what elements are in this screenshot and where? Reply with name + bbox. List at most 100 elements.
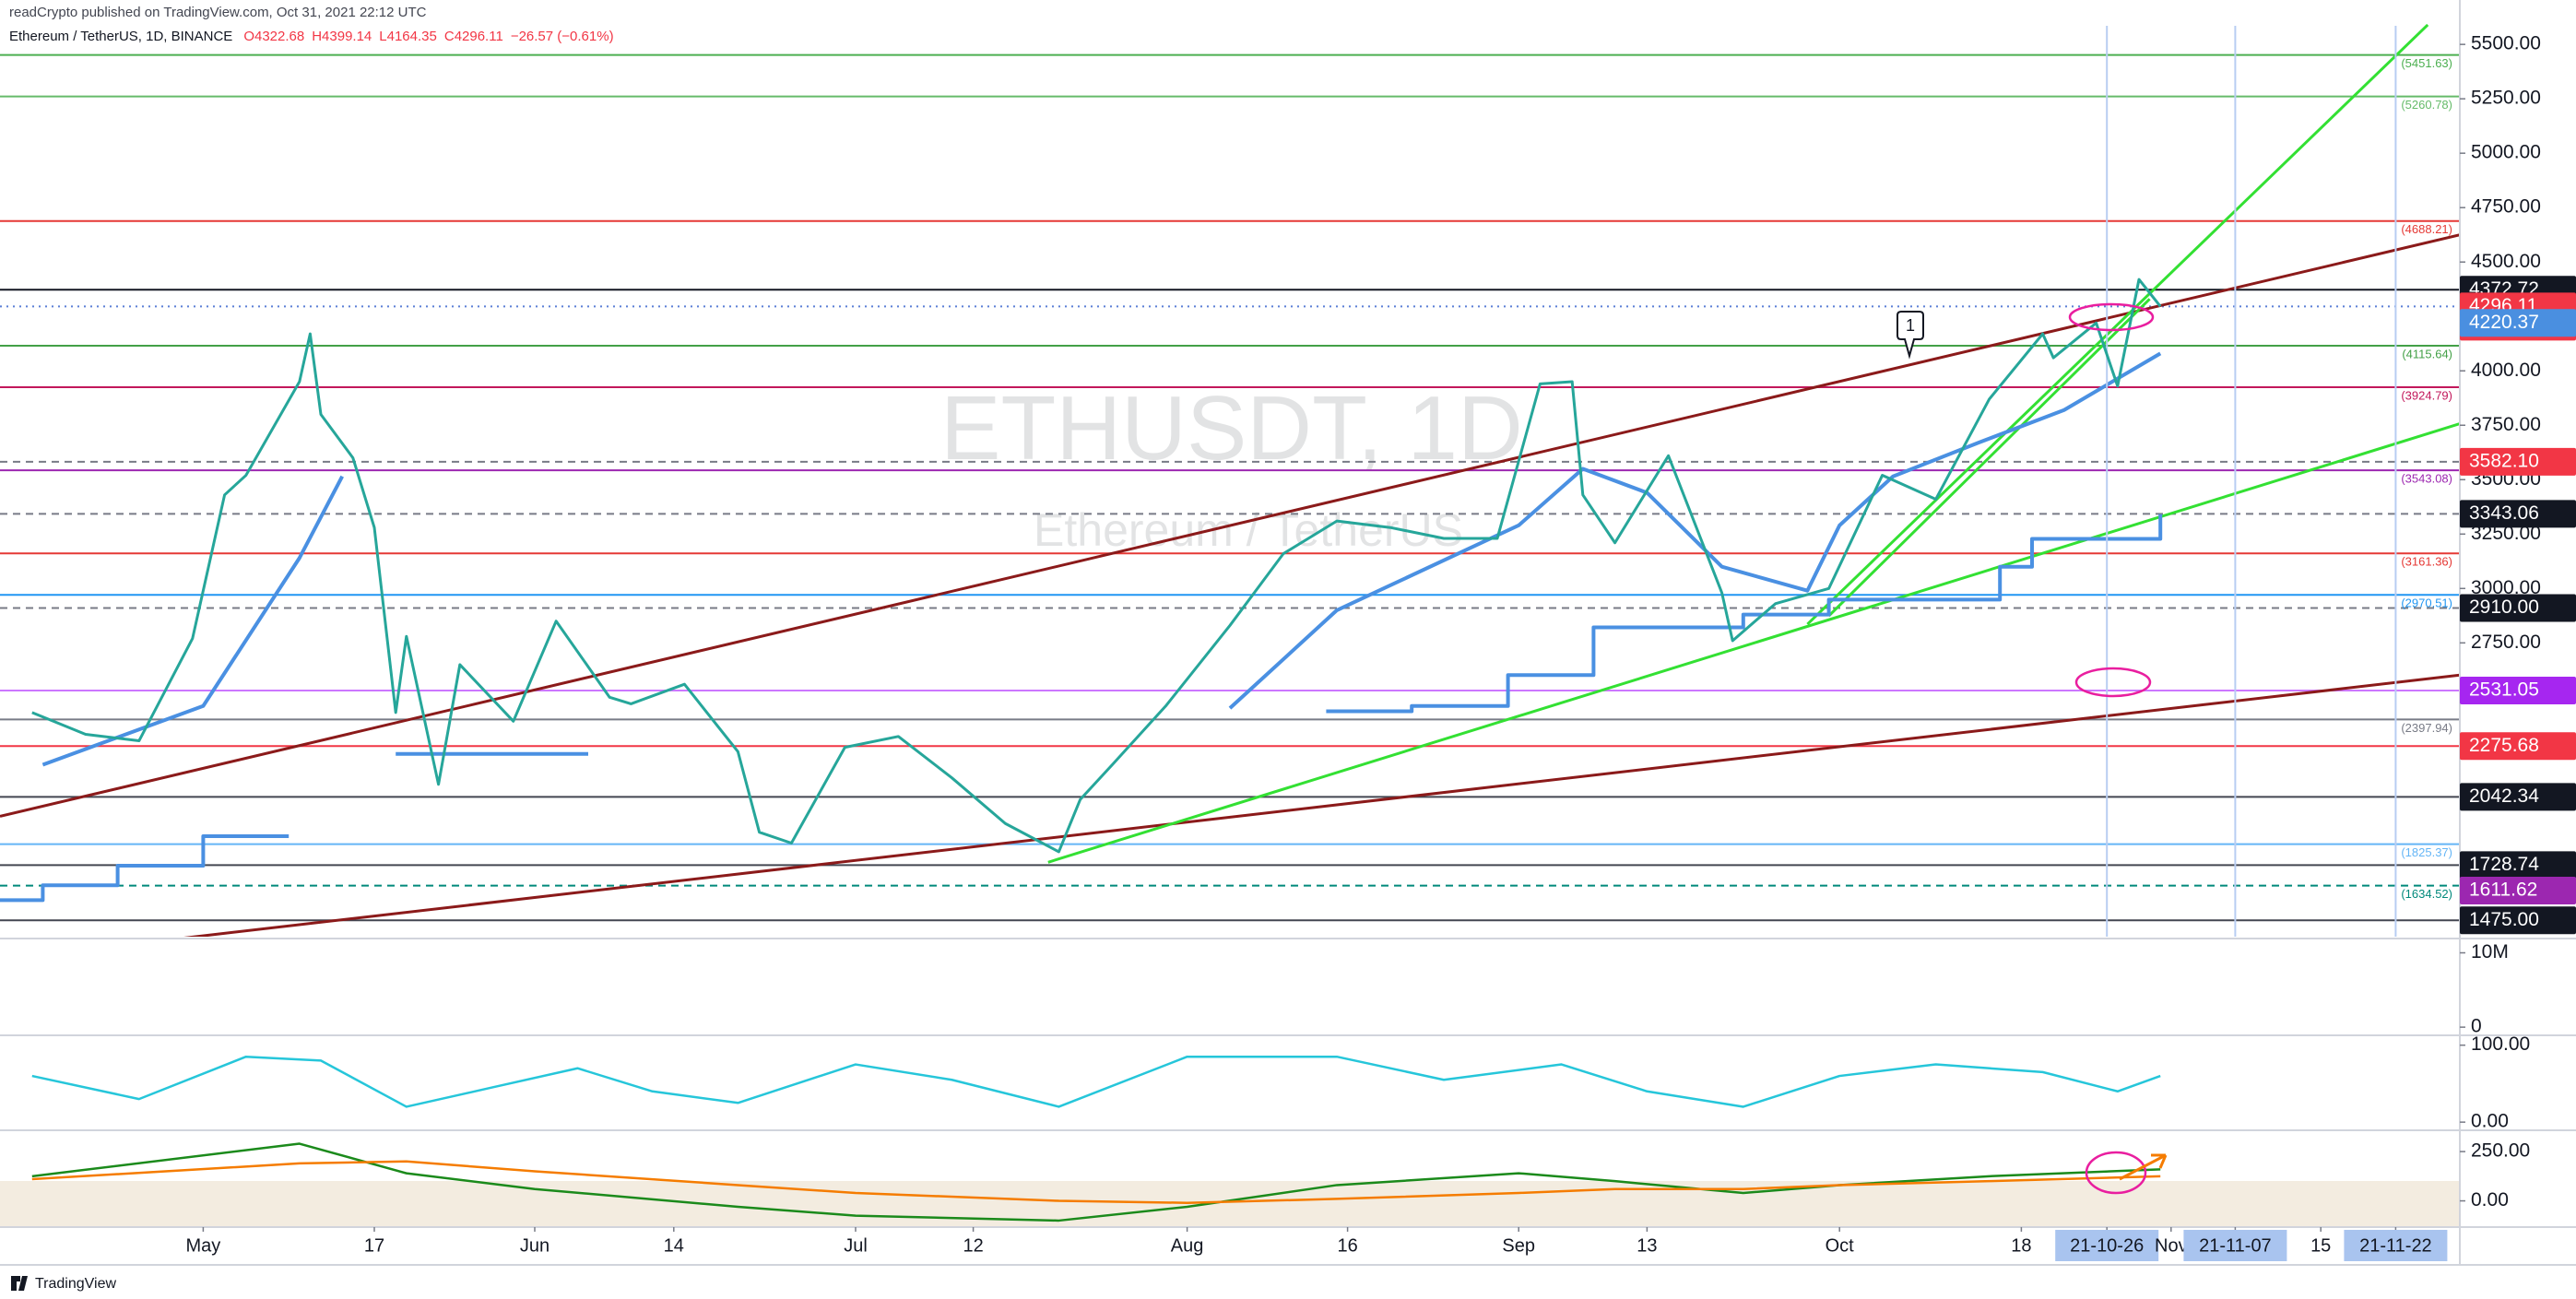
x-tick-label: May	[186, 1235, 221, 1256]
x-tick-label: 15	[2310, 1235, 2331, 1256]
step-line	[0, 514, 2163, 903]
indicator-line	[31, 1055, 2161, 1108]
y-tick-label: 5250.00	[2471, 88, 2541, 109]
price-label-box	[2460, 732, 2576, 761]
x-tick-label: Aug	[1171, 1235, 1204, 1256]
price-label-box	[2460, 309, 2576, 337]
level-label: (5451.63)	[2401, 56, 2452, 70]
price-label-box	[2460, 594, 2576, 622]
price-label: 1611.62	[2469, 880, 2537, 901]
price-label: 4220.37	[2469, 312, 2539, 333]
publisher: readCrypto published on TradingView.com,…	[9, 5, 427, 20]
sub-panes	[31, 1055, 2161, 1222]
y-tick-label: 0.00	[2471, 1189, 2509, 1210]
ohlc: H4399.14	[312, 29, 372, 44]
level-label: (2397.94)	[2401, 721, 2452, 735]
callout	[1897, 311, 1924, 360]
level-label: (3161.36)	[2401, 555, 2452, 569]
watermark: ETHUSDT, 1D	[940, 377, 1523, 478]
y-tick-label: 5000.00	[2471, 142, 2541, 163]
y-tick-label: 10M	[2471, 941, 2509, 962]
y-tick-label: 0	[2471, 1016, 2482, 1037]
indicator-line	[31, 1160, 2161, 1204]
y-tick-label: 2750.00	[2471, 632, 2541, 653]
level-label: (1634.52)	[2401, 887, 2452, 901]
price-label: 3343.06	[2469, 502, 2539, 524]
y-tick-label: 100.00	[2471, 1033, 2530, 1055]
x-tick-label: 17	[364, 1235, 384, 1256]
price-label-box	[2460, 500, 2576, 528]
price-label: 2910.00	[2469, 596, 2539, 618]
x-tick-label: 21-11-22	[2359, 1235, 2432, 1256]
trend-line	[183, 673, 2460, 937]
y-tick-label: 4500.00	[2471, 251, 2541, 272]
symbol: Ethereum / TetherUS, 1D, BINANCE	[9, 29, 232, 44]
indicator-line	[31, 1142, 2161, 1222]
level-label: (4115.64)	[2402, 347, 2452, 360]
ellipse	[2074, 667, 2152, 698]
y-tick-label: 3250.00	[2471, 523, 2541, 544]
brand-logo	[11, 1276, 28, 1291]
level-label: (3924.79)	[2401, 388, 2452, 402]
ohlc: −26.57 (−0.61%)	[511, 29, 614, 44]
price-label: 2042.34	[2469, 785, 2539, 807]
callout-label: 1	[1906, 316, 1915, 335]
price-label-box	[2460, 877, 2576, 905]
ellipse	[2068, 302, 2155, 332]
price-label-box	[2460, 851, 2576, 880]
y-tick-label: 3750.00	[2471, 414, 2541, 435]
ohlc: L4164.35	[379, 29, 437, 44]
y-tick-label: 4750.00	[2471, 196, 2541, 218]
ohlc: O4322.68	[243, 29, 304, 44]
x-tick-label: 21-10-26	[2070, 1235, 2144, 1256]
price-label: 1475.00	[2469, 909, 2539, 930]
date-highlight-box	[2055, 1230, 2159, 1261]
watermark-subtitle: Ethereum / TetherUS	[1034, 504, 1463, 556]
level-label: (1825.37)	[2401, 845, 2452, 859]
ohlc: C4296.11	[444, 29, 503, 44]
trend-line	[0, 233, 2460, 818]
y-tick-label: 4000.00	[2471, 360, 2541, 381]
level-label: (5260.78)	[2401, 98, 2452, 112]
trend-line	[1047, 422, 2460, 864]
oscillator-band	[0, 1181, 2460, 1227]
price-line	[31, 278, 2162, 854]
x-tick-label: Sep	[1502, 1235, 1535, 1256]
price-label-box	[2460, 677, 2576, 705]
level-label: (4688.21)	[2401, 222, 2452, 236]
x-tick-label: 16	[1337, 1235, 1357, 1256]
price-label: 2275.68	[2469, 735, 2539, 756]
x-tick-label: 18	[2011, 1235, 2031, 1256]
price-label-box	[2460, 906, 2576, 935]
date-highlight-box	[2183, 1230, 2287, 1261]
x-tick-label: Jun	[520, 1235, 549, 1256]
x-tick-label: 12	[963, 1235, 983, 1256]
price-label: 1728.74	[2469, 854, 2539, 875]
x-tick-label: Oct	[1826, 1235, 1855, 1256]
arrow	[2119, 1153, 2168, 1181]
price-label: 2531.05	[2469, 679, 2539, 701]
annotations	[1897, 302, 2168, 1195]
trend-line	[1827, 298, 2151, 618]
x-tick-label: 21-11-07	[2199, 1235, 2272, 1256]
y-tick-label: 0.00	[2471, 1111, 2509, 1132]
x-tick-label: 13	[1637, 1235, 1657, 1256]
x-tick-label: Jul	[844, 1235, 868, 1256]
symbol-line: Ethereum / TetherUS, 1D, BINANCE O4322.68…	[9, 29, 614, 44]
date-highlight-box	[2344, 1230, 2448, 1261]
y-tick-label: 5500.00	[2471, 33, 2541, 54]
ellipse	[2085, 1151, 2147, 1195]
pane-separators	[0, 0, 2576, 1266]
y-tick-label: 250.00	[2471, 1140, 2530, 1162]
x-tick-label: 14	[664, 1235, 684, 1256]
x-tick-label: Nov	[2155, 1235, 2188, 1256]
level-label: (3543.08)	[2401, 472, 2452, 486]
price-label-box	[2460, 783, 2576, 811]
price-label: 3582.10	[2469, 450, 2539, 471]
y-tick-label: 3000.00	[2471, 577, 2541, 598]
level-label: (2970.51)	[2401, 596, 2452, 610]
plot-area	[0, 23, 2460, 937]
price-label-box	[2460, 447, 2576, 476]
